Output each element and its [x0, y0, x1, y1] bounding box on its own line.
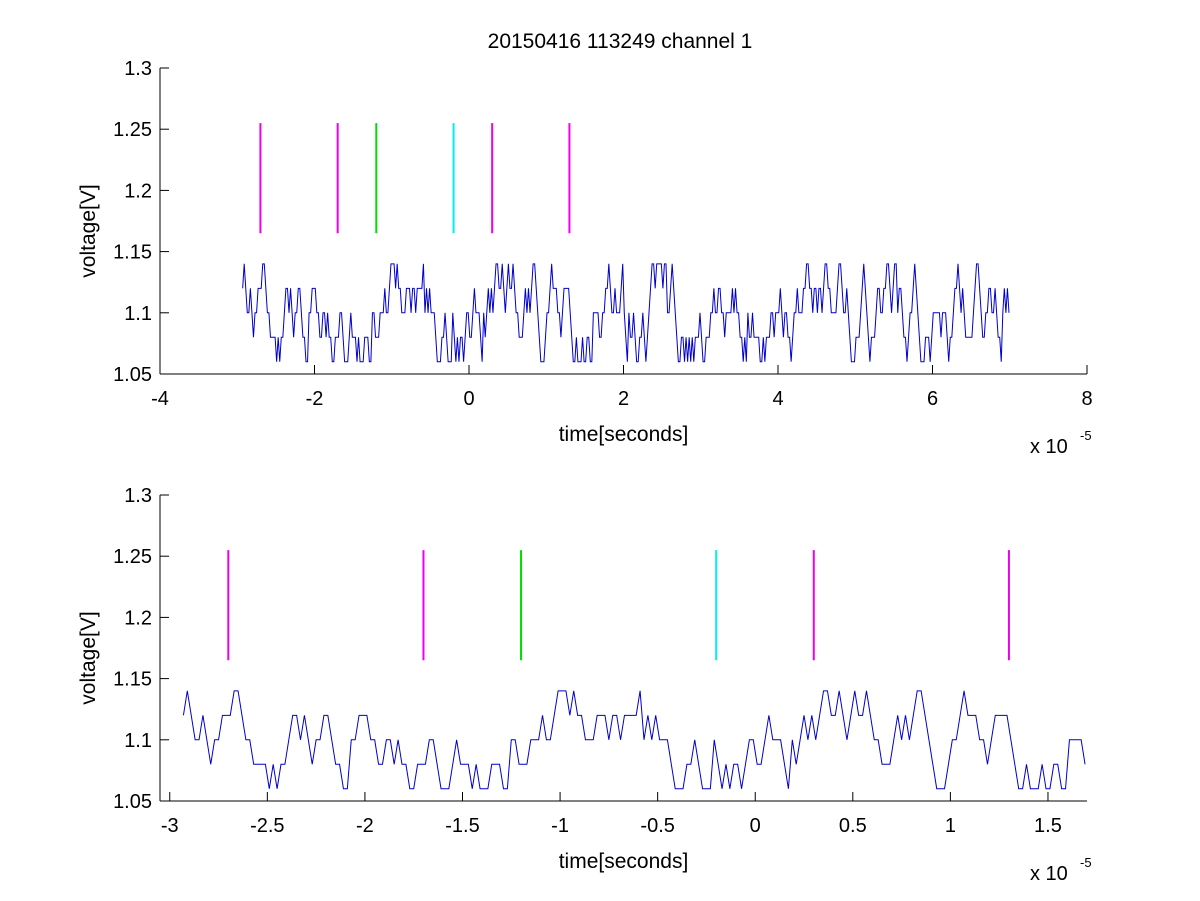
x-tick-label: 0 — [750, 815, 761, 837]
x-tick-label: -4 — [151, 388, 169, 410]
x-tick-label: -1.5 — [445, 815, 479, 837]
x-tick-label: 4 — [772, 388, 783, 410]
y-tick-label: 1.3 — [124, 58, 152, 80]
x-exponent-power: -5 — [1080, 855, 1092, 870]
x-tick-label: -0.5 — [640, 815, 674, 837]
y-tick-label: 1.1 — [124, 730, 152, 752]
voltage-trace — [182, 690, 1086, 790]
y-tick-label: 1.3 — [124, 485, 152, 507]
top-subplot: -4 -2 0 2 4 6 8 1.05 1.1 1.15 1.2 1.25 1.3 time[secon… — [77, 58, 1093, 458]
x-axis-label: time[seconds] — [559, 850, 689, 873]
x-tick-label: 0 — [463, 388, 474, 410]
x-tick-label: 1.5 — [1034, 815, 1062, 837]
x-tick-label: -3 — [161, 815, 179, 837]
y-tick-label: 1.1 — [124, 303, 152, 325]
voltage-trace — [242, 263, 1010, 363]
y-tick-label: 1.05 — [113, 791, 152, 813]
y-tick-label: 1.2 — [124, 180, 152, 202]
y-tick-label: 1.2 — [124, 607, 152, 629]
x-tick-label: 2 — [618, 388, 629, 410]
bottom-subplot: -3 -2.5 -2 -1.5 -1 -0.5 0 0.5 1 1.5 1.05 1.1 1.15 1.2… — [77, 485, 1092, 885]
y-tick-label: 1.15 — [113, 669, 152, 691]
y-axis-label: voltage[V] — [77, 611, 100, 704]
x-exponent-label: x 10 — [1030, 436, 1068, 458]
x-exponent-label: x 10 — [1030, 863, 1068, 885]
x-tick-label: 1 — [945, 815, 956, 837]
y-tick-label: 1.15 — [113, 242, 152, 264]
x-tick-label: 0.5 — [839, 815, 867, 837]
y-tick-label: 1.25 — [113, 546, 152, 568]
y-tick-label: 1.05 — [113, 364, 152, 386]
x-tick-label: -1 — [551, 815, 569, 837]
x-tick-label: 8 — [1081, 388, 1092, 410]
x-tick-label: -2 — [356, 815, 374, 837]
x-tick-label: -2.5 — [250, 815, 284, 837]
x-tick-label: -2 — [306, 388, 324, 410]
y-tick-label: 1.25 — [113, 119, 152, 141]
figure-title: 20150416 113249 channel 1 — [488, 30, 753, 53]
x-tick-label: 6 — [927, 388, 938, 410]
y-axis-label: voltage[V] — [77, 184, 100, 277]
x-exponent-power: -5 — [1080, 428, 1092, 443]
x-axis-label: time[seconds] — [559, 423, 689, 446]
